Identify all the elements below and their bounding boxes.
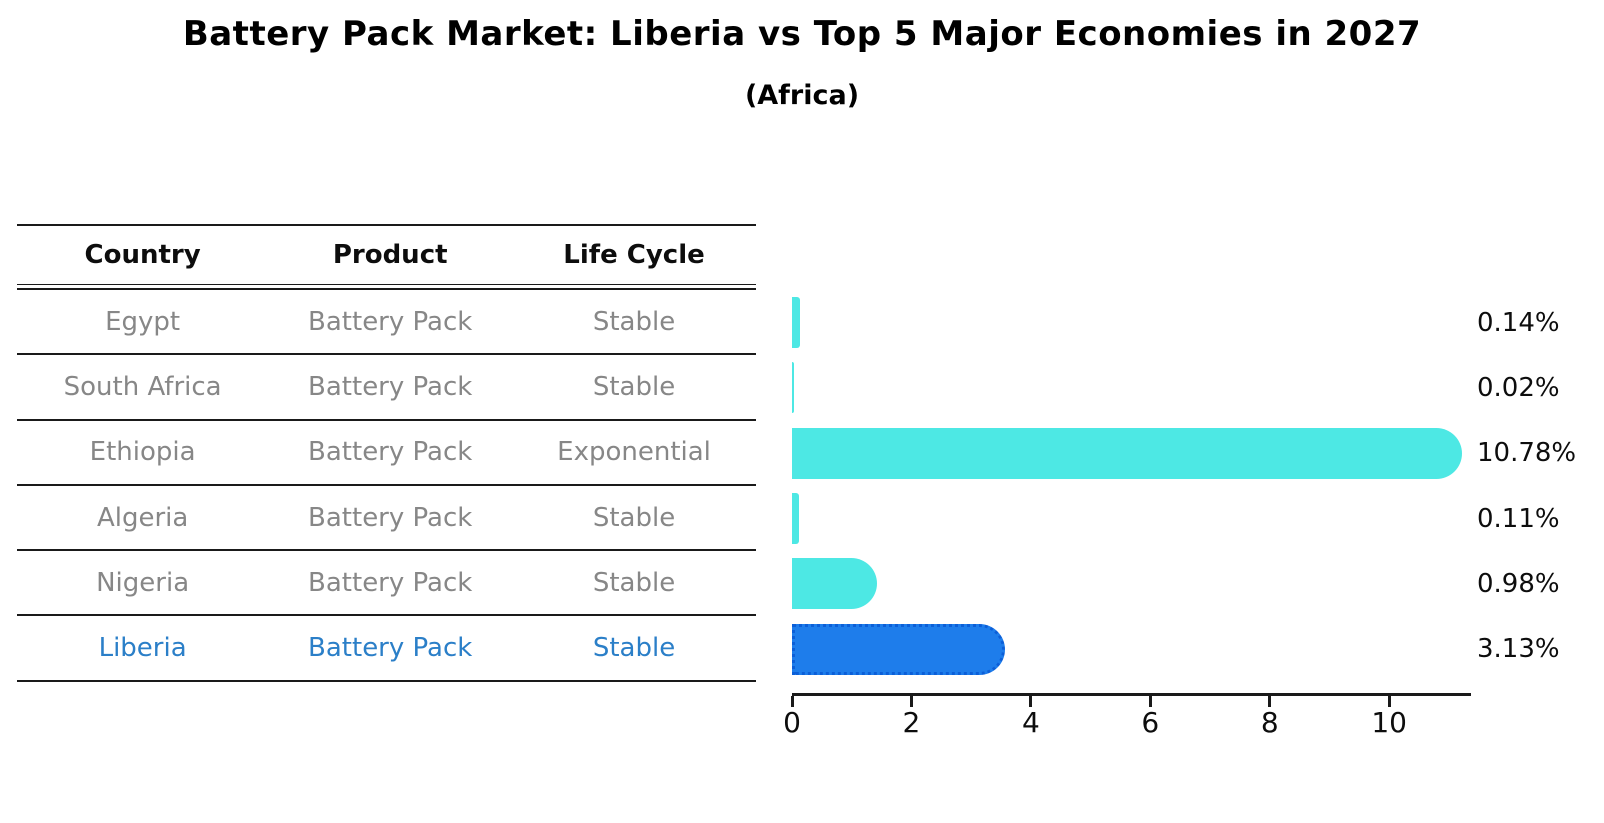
x-tick-label: 8 (1260, 706, 1279, 739)
product-cell: Battery Pack (308, 371, 473, 402)
x-tick-mark (1387, 696, 1391, 707)
value-labels: 0.14% 0.02% 10.78% 0.11% 0.98% 3.13% (1477, 290, 1576, 682)
column-header-country: Country (84, 240, 201, 270)
x-tick-label: 6 (1141, 706, 1160, 739)
value-label-ethiopia: 10.78% (1477, 438, 1577, 469)
bar-south-africa (792, 362, 794, 414)
column-header-product: Product (332, 240, 448, 270)
bar-plot-area (792, 290, 1471, 682)
x-tick-label: 0 (783, 706, 801, 739)
bar-row (792, 616, 1471, 681)
x-tick-label: 2 (902, 706, 921, 739)
table-row-egypt: Egypt Battery Pack Stable (17, 290, 756, 356)
product-cell: Battery Pack (308, 567, 473, 598)
header-separator (17, 284, 756, 290)
life-cycle-cell: Stable (592, 371, 676, 402)
table-row-south-africa: South Africa Battery Pack Stable (17, 355, 756, 421)
x-tick-mark (1148, 696, 1152, 707)
bar-nigeria (792, 558, 877, 610)
bar-algeria (792, 493, 799, 545)
country-cell: Nigeria (96, 567, 190, 598)
bar-row (792, 551, 1471, 616)
bar-row (792, 355, 1471, 420)
x-tick-mark (1268, 696, 1272, 707)
x-tick-mark (1029, 696, 1033, 707)
value-label-nigeria: 0.98% (1477, 568, 1560, 599)
value-label-algeria: 0.11% (1477, 503, 1560, 534)
country-cell: Ethiopia (89, 437, 196, 468)
x-tick-mark (909, 696, 913, 707)
product-cell: Battery Pack (308, 437, 473, 468)
country-cell: South Africa (63, 371, 222, 402)
table-row-liberia: Liberia Battery Pack Stable (17, 616, 756, 682)
x-tick-label: 10 (1371, 706, 1407, 739)
table-header-row: Country Product Life Cycle (17, 224, 756, 284)
country-table: Country Product Life Cycle Egypt Battery… (17, 224, 756, 682)
chart-subtitle: (Africa) (744, 80, 860, 111)
life-cycle-cell: Exponential (557, 437, 711, 468)
bar-row (792, 290, 1471, 355)
bar-row (792, 486, 1471, 551)
value-label-south-africa: 0.02% (1477, 372, 1560, 403)
x-tick-label: 4 (1021, 706, 1040, 739)
country-cell: Egypt (105, 306, 181, 337)
life-cycle-cell: Stable (592, 502, 676, 533)
table-row-ethiopia: Ethiopia Battery Pack Exponential (17, 421, 756, 486)
value-label-egypt: 0.14% (1477, 307, 1560, 338)
bar-egypt (792, 297, 801, 349)
bar-row (792, 421, 1471, 486)
product-cell: Battery Pack (308, 502, 473, 533)
country-cell: Algeria (96, 502, 189, 533)
column-header-life-cycle: Life Cycle (563, 240, 705, 270)
life-cycle-cell: Stable (592, 306, 676, 337)
product-cell: Battery Pack (308, 633, 473, 664)
life-cycle-cell: Stable (592, 633, 676, 664)
product-cell: Battery Pack (308, 306, 473, 337)
life-cycle-cell: Stable (592, 567, 676, 598)
bar-liberia (792, 623, 1005, 675)
chart-title: Battery Pack Market: Liberia vs Top 5 Ma… (182, 14, 1422, 54)
x-tick-mark (790, 696, 794, 707)
table-row-algeria: Algeria Battery Pack Stable (17, 486, 756, 552)
country-cell: Liberia (98, 633, 187, 664)
bar-ethiopia (792, 427, 1462, 479)
value-label-liberia: 3.13% (1477, 634, 1560, 665)
table-row-nigeria: Nigeria Battery Pack Stable (17, 551, 756, 617)
x-axis (792, 693, 1471, 696)
